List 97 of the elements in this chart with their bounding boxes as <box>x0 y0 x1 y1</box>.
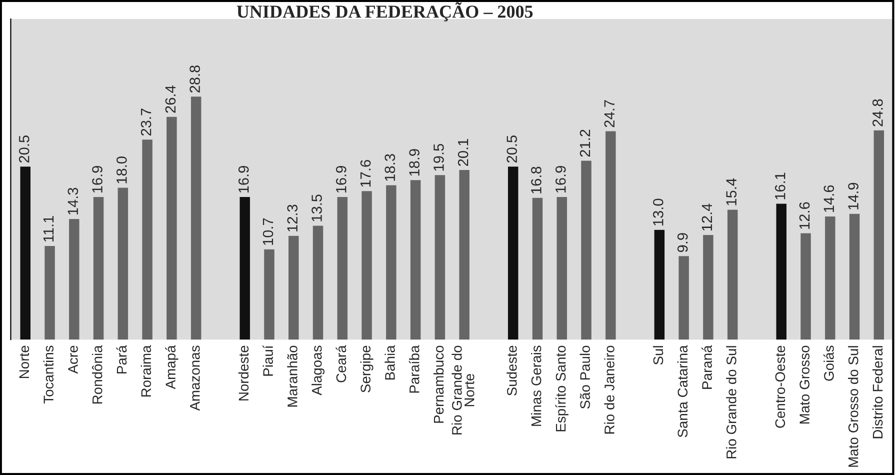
data-label: 24.8 <box>872 99 883 126</box>
data-label: 18.9 <box>409 149 420 176</box>
x-tick-label: Paraíba <box>408 345 420 393</box>
bar <box>800 233 811 340</box>
x-tick-label: Mato Grosso <box>800 346 810 424</box>
data-label: 14.3 <box>68 188 78 214</box>
x-tick-label: Nordeste <box>238 346 249 400</box>
data-label: 24.7 <box>604 100 614 128</box>
bar <box>93 197 104 340</box>
bar <box>264 249 274 340</box>
x-tick-label: Rio Grande do Norte <box>452 346 474 434</box>
data-label: 18.0 <box>116 156 127 184</box>
x-tick-label: Centro-Oeste <box>775 346 786 428</box>
bar <box>532 198 543 340</box>
bar <box>386 185 396 340</box>
data-label: 13.5 <box>312 194 322 222</box>
bar <box>825 216 836 340</box>
bar <box>337 197 348 340</box>
x-tick-label: Sergipe <box>360 346 374 392</box>
x-tick-label: Rio Grande do Sul <box>726 346 736 458</box>
data-label: 20.1 <box>458 138 468 166</box>
data-label: 17.6 <box>360 160 371 187</box>
x-tick-label: Alagoas <box>312 346 324 396</box>
x-tick-label: Pará <box>116 345 127 374</box>
x-tick-label: Goiás <box>823 346 834 381</box>
x-tick-label: Santa Catarina <box>677 345 688 438</box>
bar <box>190 96 202 340</box>
x-tick-label: Tocantins <box>43 346 54 404</box>
x-tick-label: Norte <box>19 346 30 378</box>
x-tick-label: Minas Gerais <box>531 346 542 426</box>
x-tick-label: Maranhão <box>287 346 298 407</box>
x-tick-label: Amazonas <box>190 346 200 411</box>
bar <box>166 116 177 340</box>
bar <box>703 235 714 340</box>
x-tick-label: Rio de Janeiro <box>604 346 614 434</box>
data-label: 13.0 <box>653 198 664 226</box>
data-label: 14.6 <box>824 185 834 212</box>
x-tick-label: Sudeste <box>506 346 517 396</box>
bar <box>20 166 30 340</box>
bar <box>312 226 324 340</box>
data-label: 18.3 <box>384 154 396 181</box>
x-tick-label: Rondônia <box>92 345 102 404</box>
x-tick-label: Bahia <box>384 345 395 380</box>
bar <box>362 191 372 340</box>
data-label: 19.5 <box>434 144 444 171</box>
bar <box>410 180 421 340</box>
bar <box>556 197 567 340</box>
bar <box>874 130 884 340</box>
data-label: 16.9 <box>238 166 249 193</box>
bar <box>581 160 592 340</box>
data-label: 16.9 <box>336 166 346 193</box>
bar <box>459 170 470 340</box>
data-label: 12.4 <box>702 204 712 231</box>
data-label: 9.9 <box>677 233 688 252</box>
data-label: 16.9 <box>555 166 566 193</box>
bar <box>69 218 80 340</box>
data-label: 20.5 <box>506 136 518 163</box>
data-label: 12.6 <box>799 202 810 229</box>
x-tick-label: Distrito Federal <box>872 346 883 438</box>
bar <box>508 166 518 340</box>
x-tick-label: Paraná <box>702 345 712 389</box>
bar <box>240 197 250 340</box>
bar <box>606 131 616 340</box>
data-label: 21.2 <box>580 130 590 157</box>
x-tick-label: Amapá <box>165 345 178 390</box>
bar <box>776 204 786 340</box>
data-label: 16.8 <box>531 166 542 194</box>
data-label: 20.5 <box>18 136 30 163</box>
bar <box>727 210 738 340</box>
data-label: 16.9 <box>92 166 102 193</box>
bar <box>678 256 689 340</box>
x-tick-label: Acre <box>68 346 78 374</box>
x-tick-label: Mato Grosso do Sul <box>848 346 858 467</box>
data-label: 23.7 <box>140 108 152 136</box>
x-tick-label: Pernambuco <box>433 346 444 423</box>
data-label: 12.3 <box>287 204 298 232</box>
x-tick-label: Roraima <box>140 345 152 397</box>
bar <box>44 246 55 340</box>
bar <box>288 236 299 340</box>
bar <box>142 140 152 340</box>
bar <box>654 230 665 340</box>
x-tick-label: Espírito Santo <box>555 346 568 432</box>
data-label: 28.8 <box>190 66 200 93</box>
x-tick-label: Sul <box>652 346 664 365</box>
bar <box>849 214 860 340</box>
x-tick-label: Piauí <box>262 345 273 376</box>
data-label: 16.1 <box>774 172 786 200</box>
x-tick-label: Ceará <box>336 345 346 382</box>
data-label: 26.4 <box>165 86 176 113</box>
chart-title: UNIDADES DA FEDERAÇÃO – 2005 <box>236 2 533 22</box>
data-label: 11.1 <box>43 216 54 242</box>
data-label: 14.9 <box>848 182 858 210</box>
data-label: 10.7 <box>262 218 274 245</box>
x-tick-label: São Paulo <box>580 346 590 409</box>
bar <box>118 188 128 340</box>
bar <box>434 175 446 340</box>
data-label: 15.4 <box>726 178 736 206</box>
